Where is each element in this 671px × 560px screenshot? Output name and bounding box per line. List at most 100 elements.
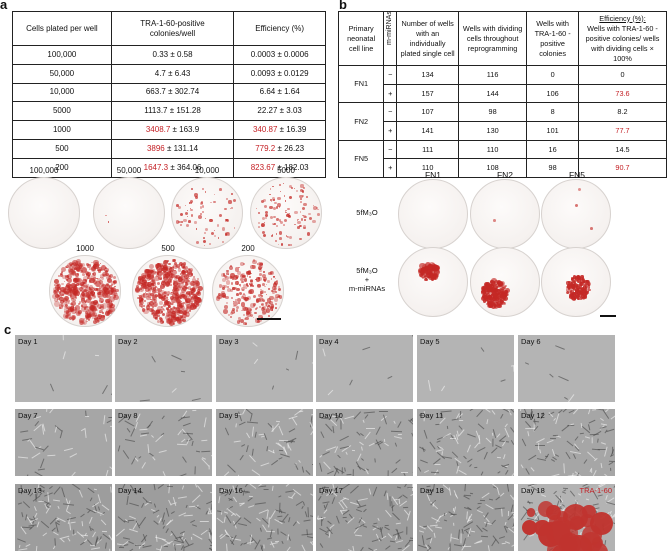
day-label: Day 3	[219, 337, 239, 346]
culture-dish	[250, 177, 322, 249]
efficiency-value: 779.2 ± 26.23	[233, 138, 326, 159]
efficiency-value: 0.0003 ± 0.0006	[233, 45, 326, 65]
panel-c-letter: c	[4, 322, 12, 337]
tra-value: 8	[526, 102, 580, 123]
table-row: FN2−107 98 8 8.2	[337, 102, 667, 141]
cell-line-name: FN1	[337, 64, 385, 104]
dish-label: 500	[161, 244, 175, 253]
mirna-flag: +	[383, 121, 398, 141]
culture-dish	[470, 247, 540, 317]
table-row: 50,000 4.7 ± 6.43 0.0093 ± 0.0129	[12, 63, 326, 84]
timelapse-image-tile: Day 11	[417, 409, 514, 476]
table-row: FN5−111 110 16 14.5	[337, 139, 667, 179]
header-mirna: m-miRNAs	[383, 11, 398, 66]
col-label-fn2: FN2	[496, 170, 514, 180]
culture-dish	[541, 179, 611, 249]
colonies-value: 0.33 ± 0.58	[110, 45, 235, 65]
table-row: 5000 1113.7 ± 151.28 22.27 ± 3.03	[12, 101, 326, 122]
day-label: Day 7	[18, 411, 38, 420]
day-label: Day 12	[521, 411, 545, 420]
dividing-value: 108	[458, 158, 528, 179]
dividing-value: 144	[458, 83, 528, 104]
mirna-flag: −	[383, 139, 398, 160]
tra-value: 101	[526, 121, 580, 141]
header-tra: Wells with TRA-1-60 -positive colonies	[526, 11, 580, 66]
panel-a-table: Cells plated per well TRA-1-60-positive …	[12, 11, 326, 178]
header-wells: Number of wells with an individually pla…	[396, 11, 460, 66]
timelapse-image-tile: Day 8	[115, 409, 212, 476]
day-label: Day 10	[319, 411, 343, 420]
row-label-5fm3o: 5fM₃O	[356, 208, 378, 217]
day-label: Day 13	[18, 486, 42, 495]
cell-line-name: FN2	[337, 102, 385, 141]
day-label: Day 18	[521, 486, 545, 495]
table-row: 200 1647.3 ± 364.06 823.67 ± 182.03	[12, 157, 326, 178]
dish-label: 100,000	[29, 166, 59, 175]
cell-line-name: FN5	[337, 139, 385, 179]
efficiency-value: 73.6	[578, 83, 667, 104]
colonies-value: 1647.3 ± 364.06	[110, 157, 235, 178]
day-label: Day 6	[521, 337, 541, 346]
table-row: +157 144 106 73.6	[339, 83, 667, 104]
header-eff: Efficiency (%): Wells with TRA-1-60 -posi…	[578, 11, 667, 66]
dividing-value: 130	[458, 121, 528, 141]
efficiency-value: 90.7	[578, 158, 667, 179]
cells-plated: 50,000	[12, 63, 112, 84]
day-label: Day 17	[319, 486, 343, 495]
timelapse-image-tile: Day 12	[518, 409, 615, 476]
colonies-value: 1113.7 ± 151.28	[110, 101, 235, 122]
culture-dish	[8, 177, 80, 249]
header-colonies: TRA-1-60-positive colonies/well	[110, 11, 235, 46]
dish-label: 5000	[277, 166, 295, 175]
culture-dish	[470, 179, 540, 249]
efficiency-value: 0.0093 ± 0.0129	[233, 63, 326, 84]
colonies-value: 663.7 ± 302.74	[110, 82, 235, 103]
culture-dish	[541, 247, 611, 317]
timelapse-image-tile: Day 17	[316, 484, 413, 551]
culture-dish	[398, 179, 468, 249]
timelapse-image-tile: Day 2	[115, 335, 212, 402]
dish-label: 10,000	[194, 166, 220, 175]
table-row: 1000 3408.7 ± 163.9 340.87 ± 16.39	[12, 120, 326, 140]
panel-b-letter: b	[339, 0, 347, 12]
timelapse-image-tile: Day 10	[316, 409, 413, 476]
dividing-value: 116	[458, 65, 528, 85]
timelapse-image-tile: Day 18	[417, 484, 514, 551]
efficiency-value: 823.67 ± 182.03	[233, 157, 326, 178]
day-label: Day 1	[18, 337, 38, 346]
header-line: Primary neonatal cell line	[337, 11, 385, 66]
table-row: 10,000 663.7 ± 302.74 6.64 ± 1.64	[12, 82, 326, 103]
table-row: +141 130 101 77.7	[339, 121, 667, 141]
cells-plated: 5000	[12, 101, 112, 122]
table-row: FN1−134 116 0 0	[337, 64, 667, 104]
day-label: Day 8	[118, 411, 138, 420]
efficiency-value: 6.64 ± 1.64	[233, 82, 326, 103]
scale-bar-a	[257, 318, 281, 320]
cells-plated: 100,000	[12, 45, 112, 65]
timelapse-image-tile: Day 7	[15, 409, 112, 476]
dish-label: 1000	[76, 244, 94, 253]
timelapse-image-tile: Day 14	[115, 484, 212, 551]
wells-value: 157	[396, 83, 460, 104]
day-label: Day 5	[420, 337, 440, 346]
culture-dish	[212, 255, 284, 327]
mirna-flag: −	[383, 102, 398, 123]
wells-value: 111	[396, 139, 460, 160]
cells-plated: 10,000	[12, 82, 112, 103]
efficiency-value: 14.5	[578, 139, 667, 160]
culture-dish	[132, 255, 204, 327]
day-label: Day 4	[319, 337, 339, 346]
colonies-value: 3896 ± 131.14	[110, 138, 235, 159]
header-efficiency: Efficiency (%)	[233, 11, 326, 46]
timelapse-image-tile: Day 3	[216, 335, 313, 402]
dividing-value: 110	[458, 139, 528, 160]
efficiency-value: 22.27 ± 3.03	[233, 101, 326, 122]
table-row: 100,000 0.33 ± 0.58 0.0003 ± 0.0006	[12, 45, 326, 65]
row-label-5fm3o-mirna: 5fM₃O + m-miRNAs	[348, 266, 386, 293]
header-cells: Cells plated per well	[12, 11, 112, 46]
panel-b-table: Primary neonatal cell line m-miRNAs Numb…	[337, 11, 667, 179]
stained-image-tile: Day 18 TRA-1-60	[518, 484, 615, 551]
efficiency-value: 340.87 ± 16.39	[233, 120, 326, 140]
day-label: Day 16	[219, 486, 243, 495]
wells-value: 134	[396, 65, 460, 85]
